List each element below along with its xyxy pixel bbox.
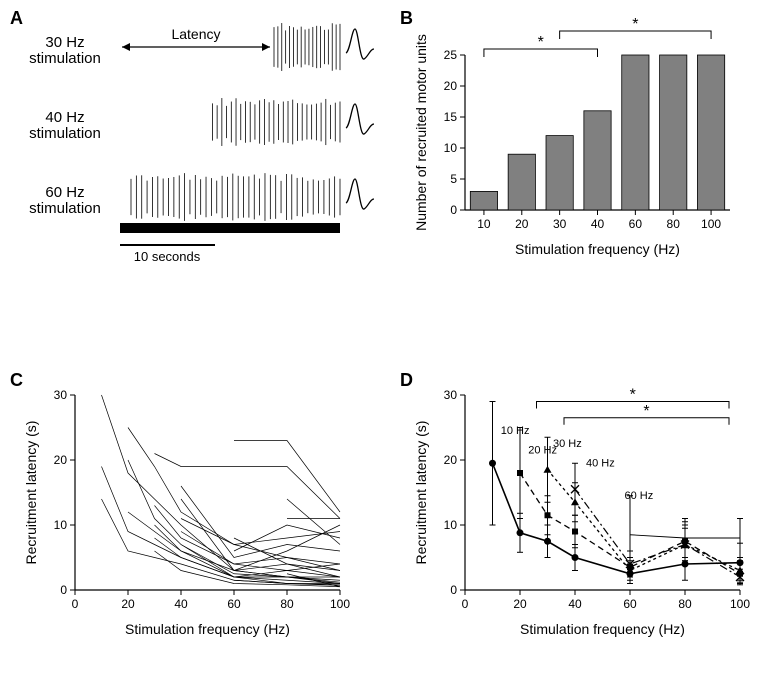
svg-text:stimulation: stimulation [29,200,101,217]
svg-text:Stimulation frequency (Hz): Stimulation frequency (Hz) [520,621,685,637]
svg-text:*: * [630,387,636,404]
svg-text:20: 20 [444,453,458,467]
svg-text:40: 40 [568,597,582,611]
svg-text:20: 20 [54,453,68,467]
panel-d-svg: 0 10 20 30 0 20 40 60 80 100 Stimulation frequency… [410,380,750,640]
svg-text:0: 0 [60,583,67,597]
svg-text:*: * [538,34,544,51]
svg-text:Recruitment latency (s): Recruitment latency (s) [413,421,429,565]
svg-text:20: 20 [444,79,458,93]
svg-text:30 Hz: 30 Hz [45,34,84,51]
svg-text:10: 10 [444,518,458,532]
svg-text:10 Hz: 10 Hz [501,425,530,437]
svg-text:60 Hz: 60 Hz [625,490,654,502]
svg-text:Number of recruited motor unit: Number of recruited motor units [413,34,429,231]
svg-text:10: 10 [54,518,68,532]
svg-text:80: 80 [280,597,294,611]
svg-text:*: * [632,16,638,33]
svg-text:60: 60 [623,597,637,611]
svg-text:30: 30 [54,388,68,402]
svg-text:Stimulation frequency (Hz): Stimulation frequency (Hz) [515,241,680,257]
svg-text:15: 15 [444,110,458,124]
svg-text:0: 0 [450,583,457,597]
svg-text:40: 40 [591,217,605,231]
svg-text:*: * [643,403,649,420]
svg-text:0: 0 [72,597,79,611]
svg-text:80: 80 [667,217,681,231]
svg-text:20: 20 [513,597,527,611]
svg-text:Stimulation frequency (Hz): Stimulation frequency (Hz) [125,621,290,637]
svg-text:stimulation: stimulation [29,125,101,142]
svg-text:5: 5 [450,172,457,186]
svg-text:60 Hz: 60 Hz [45,184,84,201]
svg-text:80: 80 [678,597,692,611]
svg-text:100: 100 [730,597,750,611]
svg-text:25: 25 [444,48,458,62]
svg-text:Recruitment latency (s): Recruitment latency (s) [23,421,39,565]
svg-text:40 Hz: 40 Hz [586,458,615,470]
svg-text:10: 10 [477,217,491,231]
panel-c-svg: 0 10 20 30 0 20 40 60 80 100 Stimulation frequency… [20,380,350,640]
svg-text:stimulation: stimulation [29,50,101,67]
svg-text:30: 30 [444,388,458,402]
svg-text:40 Hz: 40 Hz [45,109,84,126]
svg-text:10 seconds: 10 seconds [134,249,201,264]
svg-text:100: 100 [330,597,350,611]
svg-text:Latency: Latency [171,26,220,42]
panel-d: 0 10 20 30 0 20 40 60 80 100 Stimulation frequency… [410,380,750,640]
figure-root: A 30 HzstimulationLatency40 Hzstimulatio… [0,0,767,690]
panel-b: 0 5 10 15 20 25 10 20 30 40 60 80 100 Stimulation fre… [410,10,740,260]
svg-text:0: 0 [462,597,469,611]
panel-b-svg: 0 5 10 15 20 25 10 20 30 40 60 80 100 Stimulation fre… [410,10,740,260]
svg-text:60: 60 [227,597,241,611]
svg-text:30: 30 [553,217,567,231]
panel-a: 30 HzstimulationLatency40 Hzstimulation6… [10,8,380,328]
svg-text:20: 20 [515,217,529,231]
panel-a-svg: 30 HzstimulationLatency40 Hzstimulation6… [10,8,380,328]
svg-text:0: 0 [450,203,457,217]
svg-text:20: 20 [121,597,135,611]
svg-text:30 Hz: 30 Hz [553,438,582,450]
svg-text:10: 10 [444,141,458,155]
panel-c: 0 10 20 30 0 20 40 60 80 100 Stimulation frequency… [20,380,350,640]
svg-text:60: 60 [629,217,643,231]
svg-text:100: 100 [701,217,721,231]
svg-text:40: 40 [174,597,188,611]
